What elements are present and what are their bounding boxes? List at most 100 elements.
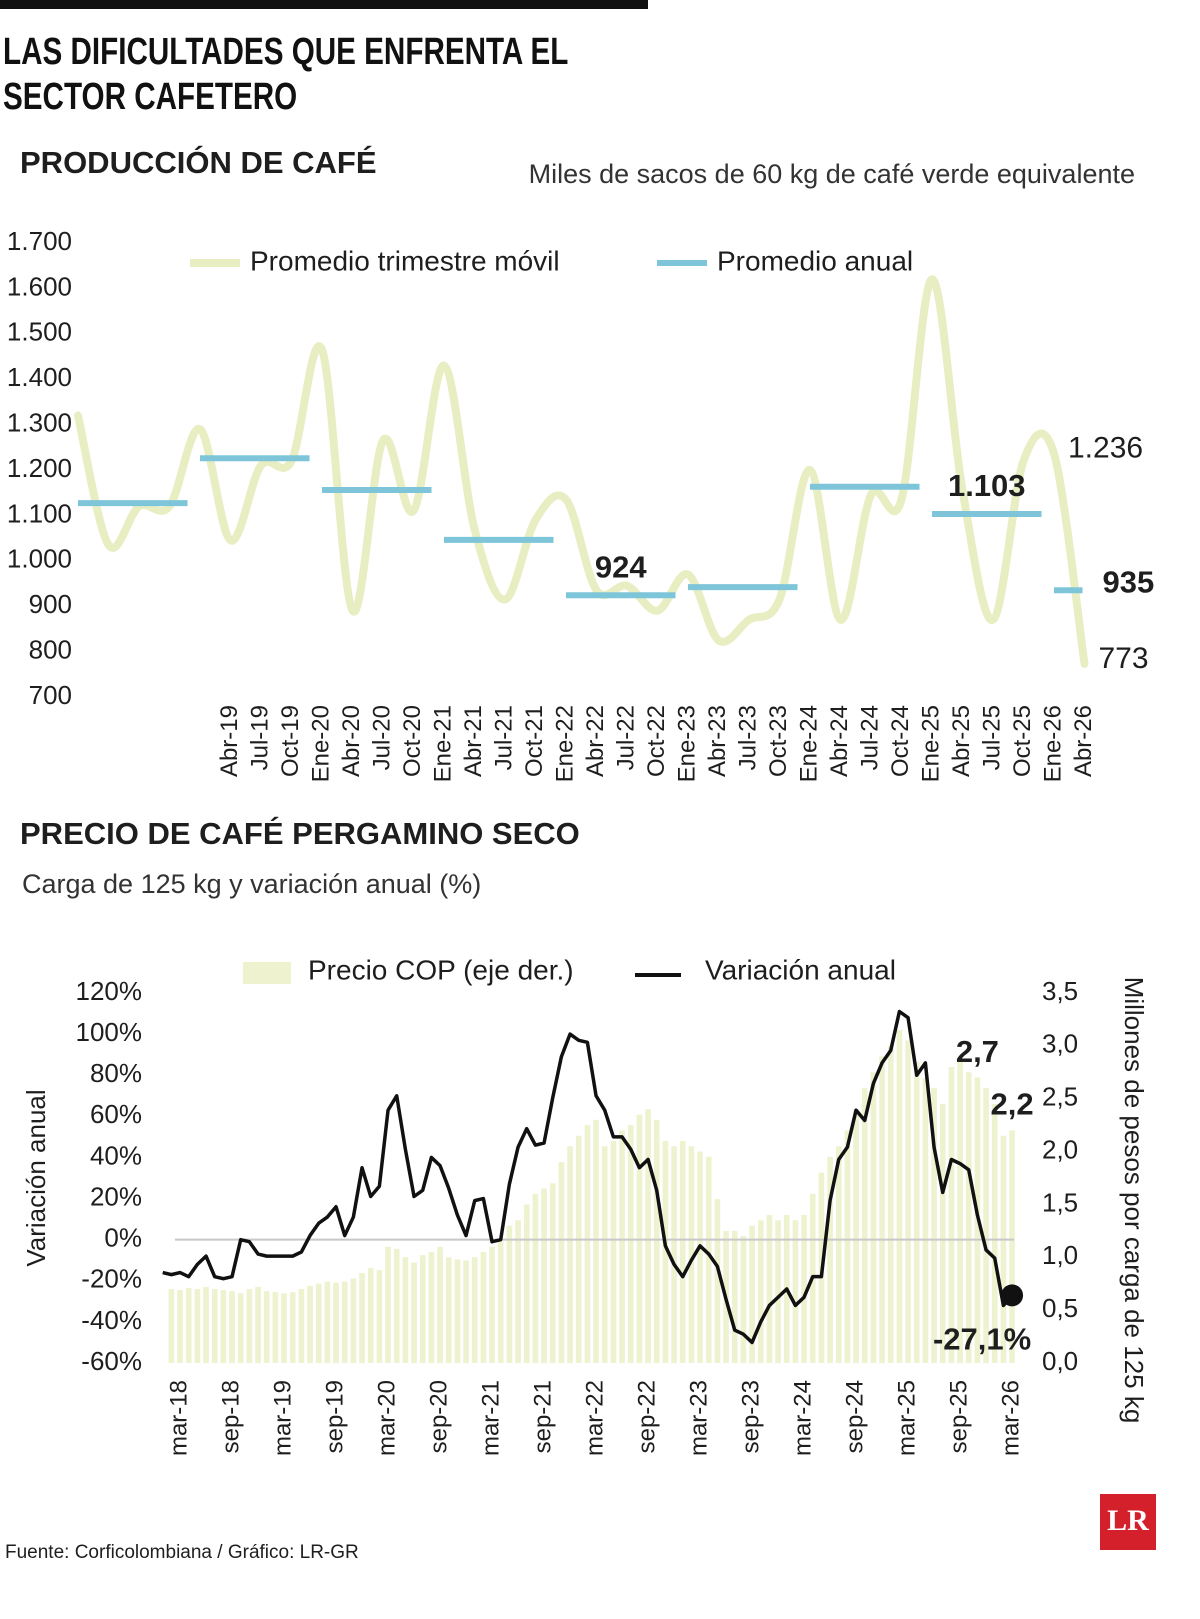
- x-tick-label: Jul-21: [490, 705, 517, 770]
- x-tick-label: Abr-24: [826, 705, 853, 777]
- bar: [671, 1146, 677, 1363]
- bar: [991, 1104, 998, 1363]
- legend-label: Promedio trimestre móvil: [250, 245, 560, 276]
- data-label: 2,7: [956, 1034, 999, 1069]
- data-label: 2,2: [991, 1087, 1034, 1122]
- bar: [870, 1072, 877, 1363]
- bar: [454, 1259, 461, 1363]
- bar: [879, 1056, 885, 1363]
- y-tick-label: 80%: [90, 1058, 142, 1088]
- data-label: 935: [1103, 564, 1155, 599]
- y-tick-label: 1.300: [7, 407, 72, 437]
- bar: [558, 1162, 565, 1363]
- bar: [610, 1141, 617, 1363]
- y2-tick-label: 2,0: [1042, 1134, 1078, 1164]
- x-tick-label: Oct-19: [277, 705, 304, 777]
- bar: [766, 1215, 773, 1363]
- x-tick-label: Abr-22: [582, 705, 609, 777]
- x-tick-label: mar-25: [893, 1380, 920, 1456]
- bar: [203, 1286, 209, 1363]
- data-label: 1.236: [1068, 432, 1143, 465]
- bar: [775, 1220, 781, 1363]
- bar: [419, 1255, 426, 1363]
- bar: [627, 1125, 634, 1363]
- y-tick-label: 20%: [90, 1181, 142, 1211]
- x-tick-label: Oct-20: [399, 705, 426, 777]
- x-tick-label: sep-22: [633, 1380, 660, 1453]
- bar: [584, 1125, 591, 1363]
- x-tick-label: Ene-23: [673, 705, 700, 782]
- chart-subtitle: Carga de 125 kg y variación anual (%): [22, 869, 481, 899]
- y-tick-label: 1.400: [7, 362, 72, 392]
- x-tick-label: mar-23: [685, 1380, 712, 1456]
- x-tick-label: Jul-19: [246, 705, 273, 770]
- bar: [792, 1220, 799, 1363]
- x-tick-label: Jul-25: [978, 705, 1005, 770]
- bar: [315, 1283, 322, 1363]
- source-note: Fuente: Corficolombiana / Gráfico: LR-GR: [5, 1542, 359, 1563]
- bar: [402, 1257, 409, 1363]
- y-tick-label: 120%: [76, 976, 143, 1006]
- bar: [575, 1135, 582, 1363]
- y2-tick-label: 1,5: [1042, 1187, 1078, 1217]
- y-tick-label: 100%: [76, 1017, 143, 1047]
- bar: [177, 1290, 183, 1363]
- y-tick-label: 700: [29, 680, 72, 710]
- bar: [679, 1141, 686, 1363]
- x-tick-label: Abr-25: [948, 705, 975, 777]
- bar: [740, 1236, 747, 1363]
- x-tick-label: mar-21: [477, 1380, 504, 1456]
- bar: [913, 1061, 920, 1363]
- x-tick-label: sep-18: [217, 1380, 244, 1453]
- bar: [714, 1199, 721, 1363]
- x-tick-label: Ene-22: [551, 705, 578, 782]
- y-tick-label: 40%: [90, 1140, 142, 1170]
- x-tick-label: Ene-24: [795, 705, 822, 782]
- y-tick-label: 1.000: [7, 544, 72, 574]
- bar: [749, 1225, 755, 1363]
- bar: [853, 1109, 859, 1363]
- x-tick-label: Ene-26: [1039, 705, 1066, 782]
- legend-label: Variación anual: [705, 954, 896, 985]
- bar: [471, 1257, 478, 1363]
- bar: [281, 1293, 287, 1363]
- line: [162, 1009, 1014, 1345]
- bar: [948, 1067, 955, 1363]
- bar: [255, 1286, 261, 1363]
- bar: [905, 1040, 911, 1363]
- x-tick-label: Oct-21: [521, 705, 548, 777]
- bar: [688, 1146, 695, 1363]
- bar: [185, 1287, 192, 1363]
- bar: [272, 1292, 279, 1363]
- y-tick-label: 900: [29, 589, 72, 619]
- bar: [385, 1246, 391, 1363]
- main-title: LAS DIFICULTADES QUE ENFRENTA EL SECTOR …: [3, 31, 568, 118]
- x-tick-label: Jul-23: [734, 705, 761, 770]
- bar: [333, 1282, 339, 1363]
- x-tick-label: Ene-21: [429, 705, 456, 782]
- bar: [957, 1061, 963, 1363]
- x-tick-label: sep-23: [737, 1380, 764, 1453]
- legend-swatch: [243, 962, 291, 984]
- x-tick-label: mar-20: [373, 1380, 400, 1456]
- y2-tick-label: 0,0: [1042, 1346, 1078, 1376]
- bar: [1009, 1130, 1015, 1363]
- x-tick-label: Abr-19: [216, 705, 243, 777]
- x-tick-label: Oct-24: [887, 705, 914, 777]
- data-label: -27,1%: [933, 1322, 1031, 1357]
- bar: [645, 1109, 651, 1363]
- bar: [506, 1225, 513, 1363]
- bar: [428, 1252, 435, 1363]
- bar: [480, 1252, 487, 1363]
- x-tick-label: sep-24: [841, 1380, 868, 1453]
- bar: [861, 1088, 868, 1363]
- bar: [827, 1156, 833, 1363]
- bar: [965, 1072, 972, 1363]
- bar: [835, 1146, 842, 1363]
- bar: [1000, 1135, 1007, 1363]
- top-rule: [0, 0, 648, 9]
- y-tick-label: -60%: [81, 1346, 142, 1376]
- bar: [697, 1151, 703, 1363]
